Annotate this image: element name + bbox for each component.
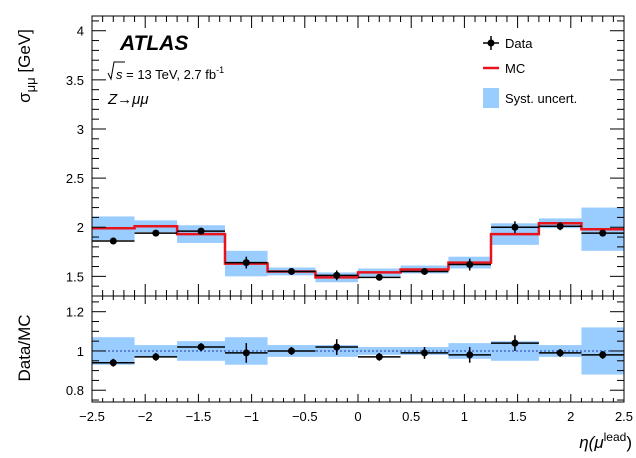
ratio-y-axis-title: Data/MC — [15, 314, 34, 381]
legend-entry-data: Data — [483, 36, 533, 51]
ratio-y-tick-label-0: 0.8 — [66, 383, 84, 398]
x-tick-label-10: 2.5 — [615, 409, 633, 424]
top-data-series — [92, 221, 624, 281]
top-y-tick-labels: 1.5 2 2.5 3 3.5 4 — [66, 24, 84, 285]
ratio-data-point-3 — [225, 343, 268, 363]
x-tick-label-6: 0.5 — [402, 409, 420, 424]
top-data-point-5 — [315, 270, 358, 281]
x-tick-label-9: 2 — [567, 409, 574, 424]
top-data-point-4 — [267, 267, 316, 275]
ratio-panel: 0.8 1 1.2 −2.5 −2 −1.5 −1 −0.5 0 0.5 1 1.5 2 2.5 — [66, 295, 633, 424]
x-tick-label-5: 0 — [354, 409, 361, 424]
top-syst-band — [92, 207, 624, 283]
top-data-point-2 — [177, 227, 225, 235]
ratio-data-point-1 — [134, 352, 178, 361]
top-data-marker-8 — [466, 261, 474, 269]
top-data-marker-6 — [375, 273, 383, 281]
x-tick-label-4: −0.5 — [292, 409, 318, 424]
top-y-tick-label-0: 1.5 — [66, 269, 84, 284]
x-tick-label-8: 1.5 — [509, 409, 527, 424]
x-tick-label-0: −2.5 — [79, 409, 105, 424]
ratio-data-marker-0 — [109, 359, 117, 367]
top-data-marker-5 — [333, 271, 341, 279]
top-data-point-7 — [400, 267, 449, 275]
ratio-data-marker-11 — [599, 351, 607, 359]
ratio-band-bin-6 — [358, 347, 401, 355]
ratio-data-marker-9 — [511, 339, 519, 347]
ratio-data-point-0 — [92, 358, 135, 367]
top-y-tick-label-5: 4 — [77, 24, 84, 39]
experiment-label: ATLAS — [119, 32, 188, 55]
x-tick-label-1: −2 — [138, 409, 153, 424]
top-data-point-3 — [225, 256, 268, 269]
ratio-data-point-11 — [581, 350, 624, 359]
ratio-data-point-9 — [491, 335, 539, 351]
top-axis-ticks — [91, 16, 625, 297]
ratio-y-tick-labels: 0.8 1 1.2 — [66, 305, 84, 399]
top-y-axis-title: σμμ [GeV] — [15, 29, 38, 103]
top-data-marker-1 — [152, 229, 160, 237]
top-data-marker-9 — [511, 223, 519, 231]
ratio-data-point-6 — [358, 352, 401, 361]
ratio-band-bin-1 — [134, 345, 178, 357]
legend-label-syst: Syst. uncert. — [505, 91, 577, 106]
ratio-data-marker-7 — [421, 349, 428, 357]
ratio-data-point-4 — [267, 347, 316, 355]
x-tick-labels: −2.5 −2 −1.5 −1 −0.5 0 0.5 1 1.5 2 2.5 — [79, 409, 633, 424]
x-tick-label-3: −1 — [244, 409, 259, 424]
top-panel: 1.5 2 2.5 3 3.5 4 — [66, 15, 625, 297]
ratio-data-marker-10 — [556, 349, 564, 357]
top-data-marker-4 — [288, 267, 295, 275]
top-data-point-9 — [491, 221, 539, 234]
x-tick-label-2: −1.5 — [186, 409, 212, 424]
ratio-y-tick-label-1: 1 — [77, 344, 84, 359]
ratio-data-point-7 — [400, 347, 449, 359]
legend-label-data: Data — [505, 36, 533, 51]
top-data-marker-0 — [109, 237, 117, 245]
ratio-data-point-10 — [538, 349, 582, 357]
top-data-marker-11 — [599, 229, 607, 237]
top-data-point-8 — [448, 258, 491, 271]
ratio-data-marker-4 — [288, 347, 295, 355]
ratio-data-series — [92, 335, 624, 367]
energy-lumi-label: s = 13 TeV, 2.7 fb-1 — [107, 61, 224, 82]
legend: Data MC Syst. uncert. — [483, 36, 577, 108]
top-y-tick-label-4: 3.5 — [66, 73, 84, 88]
top-data-marker-2 — [197, 227, 205, 235]
top-y-tick-label-2: 2.5 — [66, 171, 84, 186]
ratio-data-marker-8 — [466, 351, 474, 359]
sqrt-symbol — [107, 61, 125, 81]
process-label: Z→μμ — [107, 91, 149, 108]
ratio-data-point-8 — [448, 347, 491, 363]
ratio-data-marker-3 — [242, 349, 250, 357]
ratio-data-point-2 — [177, 343, 225, 351]
legend-entry-syst: Syst. uncert. — [483, 88, 577, 108]
ratio-data-marker-5 — [333, 343, 341, 351]
x-axis-title: η(μlead) — [579, 430, 632, 452]
top-data-point-6 — [358, 273, 401, 281]
ratio-data-marker-6 — [375, 353, 383, 361]
top-data-point-0 — [92, 237, 135, 245]
energy-lumi-text: s = 13 TeV, 2.7 fb-1 — [116, 65, 224, 82]
top-data-marker-3 — [242, 259, 250, 267]
top-data-point-10 — [538, 222, 582, 231]
top-frame — [91, 15, 625, 297]
top-data-point-11 — [581, 229, 624, 237]
x-tick-label-7: 1 — [461, 409, 468, 424]
top-y-tick-label-3: 3 — [77, 122, 84, 137]
ratio-data-marker-1 — [152, 353, 160, 361]
top-data-marker-10 — [556, 222, 564, 230]
ratio-data-point-5 — [315, 339, 358, 355]
ratio-band-bin-9 — [491, 341, 539, 361]
legend-label-mc: MC — [505, 61, 525, 76]
legend-entry-mc: MC — [483, 61, 525, 76]
ratio-y-tick-label-2: 1.2 — [66, 305, 84, 320]
top-data-marker-7 — [421, 267, 428, 275]
ratio-data-marker-2 — [197, 343, 205, 351]
top-data-point-1 — [134, 229, 178, 237]
top-y-tick-label-1: 2 — [77, 220, 84, 235]
ratio-axis-ticks — [91, 296, 625, 402]
